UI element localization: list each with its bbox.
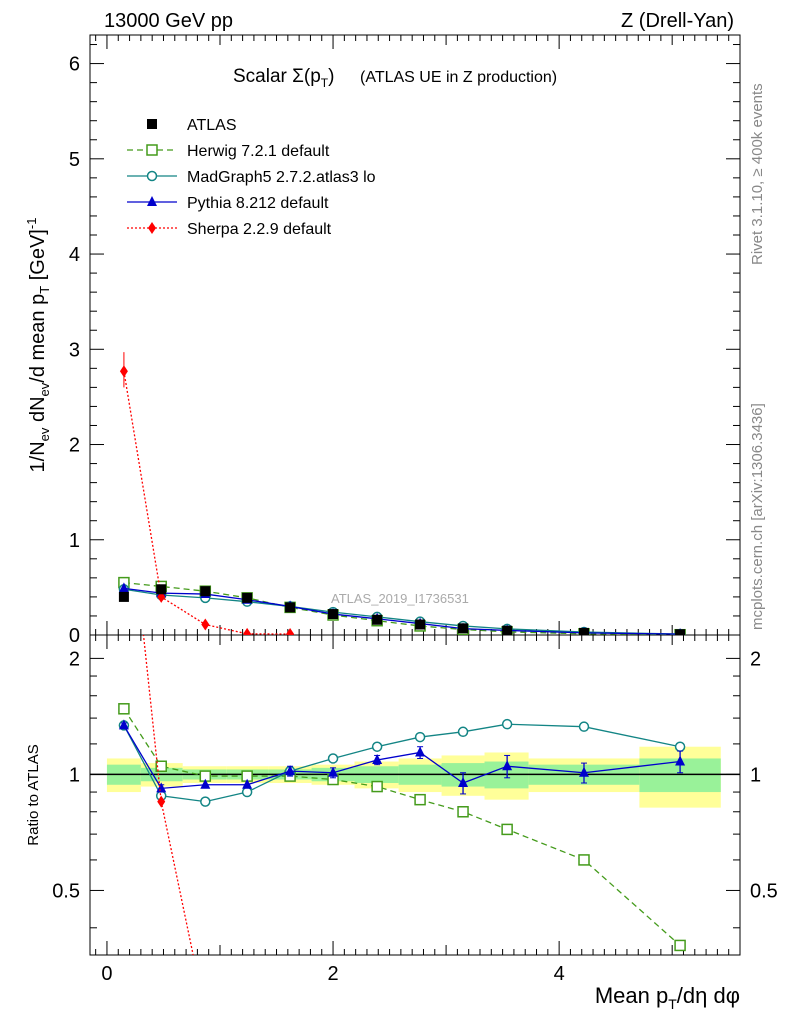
chart-title: Scalar Σ(pT) — [233, 66, 334, 90]
ratio-tick-label: 2 — [69, 648, 80, 670]
ratio-line-2 — [123, 723, 681, 803]
marker-open-square — [146, 144, 158, 156]
marker-square — [579, 627, 589, 635]
ratio-tick-label-right: 1 — [750, 764, 761, 786]
marker-open-circle — [327, 753, 339, 764]
y-tick-label: 6 — [69, 54, 80, 76]
marker-diamond — [120, 445, 128, 457]
marker-open-circle — [371, 741, 383, 752]
x-tick-label: 0 — [101, 963, 112, 985]
header-right: Z (Drell-Yan) — [621, 10, 734, 32]
ratio-line-3 — [123, 725, 681, 790]
ratio-uncertainty-bands — [106, 746, 721, 808]
x-axis-label-sub: T — [668, 996, 677, 1012]
marker-open-square — [118, 703, 130, 715]
ratio-tick-label-right: 2 — [750, 648, 761, 670]
x-axis-label-b: /dη dφ — [677, 983, 740, 1008]
marker-open-square — [457, 806, 469, 818]
marker-square — [328, 609, 339, 620]
marker-open-square — [371, 780, 383, 793]
ratio-line-1 — [123, 708, 681, 946]
marker-triangle — [242, 778, 253, 789]
marker-triangle — [118, 582, 129, 593]
marker-square — [200, 586, 211, 597]
legend: ATLAS Herwig 7.2.1 default MadGraph5 2.7.2… — [127, 117, 376, 238]
y-tick-label: 2 — [69, 435, 80, 457]
header-left: 13000 GeV pp — [104, 10, 233, 32]
marker-open-square — [414, 793, 426, 806]
y-axis-label: 1/Nev dNev/d mean pT [GeV]-1 — [24, 218, 52, 473]
y-tick-label: 0 — [69, 625, 80, 647]
legend-label: MadGraph5 2.7.2.atlas3 lo — [187, 169, 376, 186]
ratio-tick-label: 1 — [69, 764, 80, 786]
marker-square — [458, 623, 469, 634]
marker-diamond — [148, 222, 156, 234]
marker-square — [285, 602, 296, 613]
ratio-line-4 — [142, 635, 194, 955]
marker-diamond — [243, 627, 252, 635]
ratio-panel-frame — [89, 634, 741, 956]
marker-open-square — [578, 854, 590, 866]
y-tick-label: 5 — [69, 149, 80, 171]
chart-title-main: Scalar Σ(p — [233, 66, 321, 87]
x-tick-label: 4 — [554, 963, 565, 985]
marker-diamond — [201, 618, 210, 631]
marker-open-square — [155, 760, 167, 773]
marker-square — [372, 614, 383, 625]
marker-square — [147, 119, 157, 129]
marker-diamond — [286, 628, 295, 635]
ratio-tick-label: 0.5 — [52, 880, 80, 902]
y-tick-label: 1 — [69, 530, 80, 552]
rivet-label: Rivet 3.1.10, ≥ 400k events — [749, 83, 766, 265]
marker-open-circle — [146, 170, 158, 182]
marker-open-square — [501, 823, 513, 836]
chart-title-suffix: (ATLAS UE in Z production) — [360, 69, 557, 86]
ratio-series-group — [118, 445, 686, 1019]
marker-open-circle — [241, 786, 253, 798]
marker-square — [675, 629, 686, 635]
ratio-tick-label-right: 0.5 — [750, 880, 778, 902]
marker-square — [502, 625, 513, 635]
marker-square — [156, 584, 167, 595]
x-axis-label-a: Mean p — [595, 983, 668, 1008]
chart-title-sub: T — [321, 76, 329, 90]
series-line-3 — [123, 587, 681, 635]
marker-open-circle — [457, 726, 469, 738]
marker-triangle — [147, 196, 157, 206]
marker-triangle — [200, 778, 211, 789]
y-tick-label: 3 — [69, 339, 80, 361]
marker-square — [118, 591, 129, 602]
marker-open-circle — [414, 731, 426, 743]
marker-open-circle — [200, 796, 211, 807]
legend-label: Pythia 8.212 default — [187, 195, 329, 212]
x-axis-label: Mean pT/dη dφ — [595, 983, 740, 1012]
mcplots-label: mcplots.cern.ch [arXiv:1306.3436] — [749, 403, 766, 630]
y-tick-label: 4 — [69, 244, 80, 266]
legend-label: Herwig 7.2.1 default — [187, 143, 330, 160]
marker-open-circle — [578, 721, 590, 732]
marker-open-circle — [674, 741, 686, 752]
marker-diamond — [201, 1007, 209, 1019]
marker-square — [242, 592, 253, 603]
main-series-group — [118, 352, 686, 635]
chart-title-close: ) — [328, 66, 334, 87]
marker-diamond — [157, 795, 166, 808]
series-line-1 — [123, 581, 681, 635]
legend-label: ATLAS — [187, 117, 237, 134]
marker-open-square — [674, 939, 686, 952]
marker-open-circle — [501, 718, 513, 730]
legend-label: Sherpa 2.2.9 default — [187, 221, 332, 238]
ratio-y-axis-label: Ratio to ATLAS — [25, 744, 42, 845]
series-line-2 — [123, 588, 681, 635]
x-tick-label: 2 — [327, 963, 338, 985]
marker-square — [415, 619, 426, 630]
analysis-label: ATLAS_2019_I1736531 — [331, 591, 469, 606]
